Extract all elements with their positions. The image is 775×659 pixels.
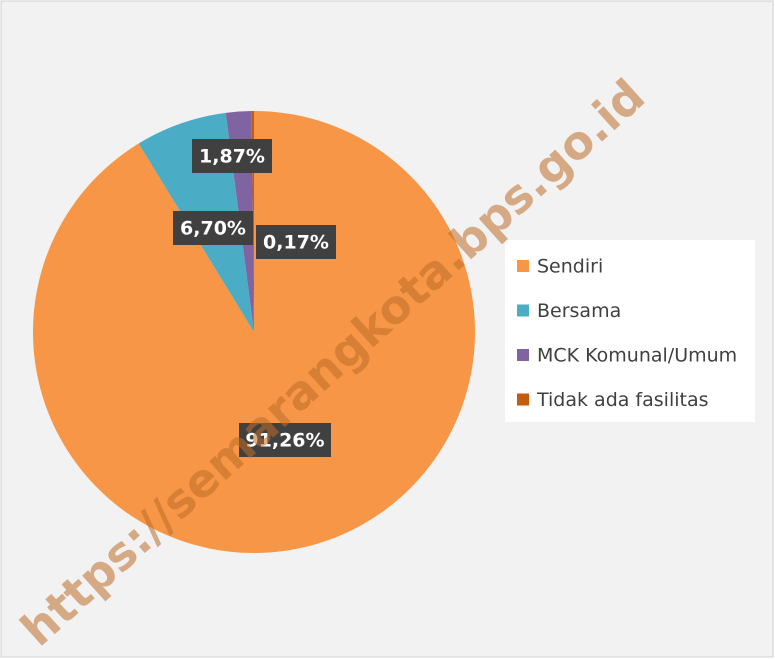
legend-label: Sendiri xyxy=(537,256,603,278)
label-box xyxy=(256,225,336,259)
pie-slice xyxy=(32,111,475,554)
data-label: 0,17% xyxy=(263,232,329,254)
legend-swatch xyxy=(517,393,529,406)
legend-swatch xyxy=(517,349,529,361)
label-box xyxy=(173,211,253,245)
label-box xyxy=(239,423,331,457)
label-box xyxy=(192,139,272,173)
data-label: 1,87% xyxy=(199,146,265,168)
legend-label: MCK Komunal/Umum xyxy=(537,345,737,367)
data-label: 91,26% xyxy=(245,430,324,452)
data-label: 6,70% xyxy=(180,218,246,240)
legend-swatch xyxy=(517,260,529,272)
legend-swatch xyxy=(517,304,529,317)
legend-label: Tidak ada fasilitas xyxy=(536,389,709,411)
legend-box xyxy=(505,240,755,422)
legend-label: Bersama xyxy=(537,300,621,322)
